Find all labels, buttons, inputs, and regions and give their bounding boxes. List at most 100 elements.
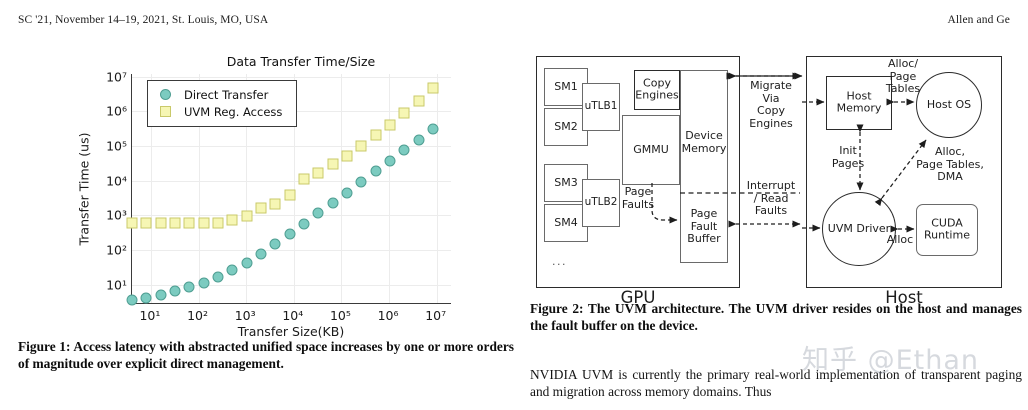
data-point xyxy=(169,285,181,297)
data-point xyxy=(255,248,267,260)
grid-line-vertical xyxy=(198,74,200,303)
left-column: Data Transfer Time/Size Transfer Time (u… xyxy=(18,48,514,339)
square-marker-icon xyxy=(154,106,176,117)
data-point xyxy=(226,264,238,276)
data-point xyxy=(212,217,224,229)
figure1-caption: Figure 1: Access latency with abstracted… xyxy=(18,339,514,372)
copy-engines-label: Copy Engines xyxy=(635,76,679,102)
data-point xyxy=(384,155,396,167)
y-tick-label: 10² xyxy=(106,242,127,258)
alloc-page-tables-label: Alloc/ Page Tables xyxy=(885,57,921,96)
data-point xyxy=(398,144,410,156)
data-point xyxy=(226,214,238,226)
grid-line-horizontal xyxy=(132,284,451,286)
data-point xyxy=(312,207,324,219)
data-point xyxy=(284,228,296,240)
data-point xyxy=(298,173,310,185)
data-point xyxy=(370,165,382,177)
host-zone-label: Host xyxy=(885,288,923,307)
data-point xyxy=(413,95,425,107)
data-point xyxy=(269,238,281,250)
utlb2-label: uTLB2 xyxy=(584,196,618,209)
data-point xyxy=(284,189,296,201)
y-tick-label: 10³ xyxy=(106,207,127,223)
body-paragraph: NVIDIA UVM is currently the primary real… xyxy=(530,367,1022,400)
diagram-connectors xyxy=(651,72,927,233)
host-memory-label: Host Memory xyxy=(836,89,882,115)
alloc-label: Alloc xyxy=(886,233,914,246)
legend-label: Direct Transfer xyxy=(184,87,269,102)
grid-line-vertical xyxy=(389,74,391,303)
data-point xyxy=(327,158,339,170)
data-point xyxy=(355,140,367,152)
right-column: SM1 SM2 SM3 SM4 uTLB1 uTLB2 ... Copy Eng… xyxy=(530,48,1028,307)
sm-ellipsis: ... xyxy=(552,255,567,268)
sm3: SM3 xyxy=(544,164,588,202)
sm2-label: SM2 xyxy=(554,119,578,133)
data-point xyxy=(341,187,353,198)
y-axis-ticks: 10¹ 10² 10³ 10⁴ 10⁵ 10⁶ 10⁷ xyxy=(89,69,127,304)
legend-item-uvm-reg-access: UVM Reg. Access xyxy=(154,103,290,120)
uvm-driver-label: UVM Driver xyxy=(827,221,891,235)
uvm-driver: UVM Driver xyxy=(822,192,896,266)
circle-marker-icon xyxy=(154,89,176,100)
init-pages-label: Init Pages xyxy=(831,144,865,170)
x-tick-label: 10¹ xyxy=(139,308,161,323)
data-point xyxy=(169,217,181,229)
data-point xyxy=(155,289,167,301)
interrupt-read-faults-label: Interrupt / Read Faults xyxy=(746,179,796,218)
cuda-runtime-label: CUDA Runtime xyxy=(924,216,970,242)
data-point xyxy=(370,129,382,141)
data-point xyxy=(241,210,253,222)
host-os: Host OS xyxy=(916,72,982,138)
copy-engines: Copy Engines xyxy=(634,70,680,110)
x-tick-label: 10² xyxy=(187,308,209,323)
data-point xyxy=(398,107,410,119)
device-memory-label: Device Memory xyxy=(681,129,727,155)
data-point xyxy=(126,217,138,229)
legend-label: UVM Reg. Access xyxy=(184,104,283,119)
x-tick-label: 10⁴ xyxy=(282,308,304,323)
grid-line-vertical xyxy=(293,74,295,303)
figure1-chart: Data Transfer Time/Size Transfer Time (u… xyxy=(31,48,501,339)
grid-line-horizontal xyxy=(132,146,451,148)
data-point xyxy=(427,82,439,94)
utlb2: uTLB2 xyxy=(582,179,620,227)
x-tick-label: 10⁵ xyxy=(329,308,351,323)
sm2: SM2 xyxy=(544,108,588,146)
grid-line-vertical xyxy=(246,74,248,303)
legend-item-direct-transfer: Direct Transfer xyxy=(154,86,290,103)
data-point xyxy=(312,167,324,179)
x-tick-label: 10³ xyxy=(234,308,256,323)
sm1-label: SM1 xyxy=(554,79,578,93)
gpu-zone-label: GPU xyxy=(620,288,656,307)
figure2-diagram: SM1 SM2 SM3 SM4 uTLB1 uTLB2 ... Copy Eng… xyxy=(530,52,1028,307)
utlb1: uTLB1 xyxy=(582,83,620,131)
running-head-right: Allen and Ge xyxy=(947,14,1010,26)
running-head-left: SC '21, November 14–19, 2021, St. Louis,… xyxy=(18,14,269,26)
data-point xyxy=(183,217,195,229)
y-tick-label: 10⁴ xyxy=(106,173,127,189)
y-tick-label: 10⁶ xyxy=(106,103,127,119)
grid-line-horizontal xyxy=(132,180,451,182)
data-point xyxy=(140,217,152,229)
grid-line-horizontal xyxy=(132,215,451,217)
data-point xyxy=(155,217,167,229)
gmmu-label: GMMU xyxy=(633,142,669,156)
chart-title: Data Transfer Time/Size xyxy=(226,54,376,69)
migrate-via-copy-engines-label: Migrate Via Copy Engines xyxy=(749,79,793,130)
x-axis-label: Transfer Size(KB) xyxy=(237,324,345,339)
data-point xyxy=(355,176,367,188)
data-point xyxy=(126,294,138,306)
data-point xyxy=(140,292,152,304)
grid-line-horizontal xyxy=(132,76,451,78)
chart-legend: Direct Transfer UVM Reg. Access xyxy=(147,80,297,127)
data-point xyxy=(241,257,253,269)
x-tick-label: 10⁷ xyxy=(425,308,447,323)
data-point xyxy=(212,271,224,283)
data-point xyxy=(198,217,210,229)
y-tick-label: 10⁷ xyxy=(106,69,127,85)
data-point xyxy=(183,281,195,293)
page-fault-buffer-label: Page Fault Buffer xyxy=(687,207,721,246)
